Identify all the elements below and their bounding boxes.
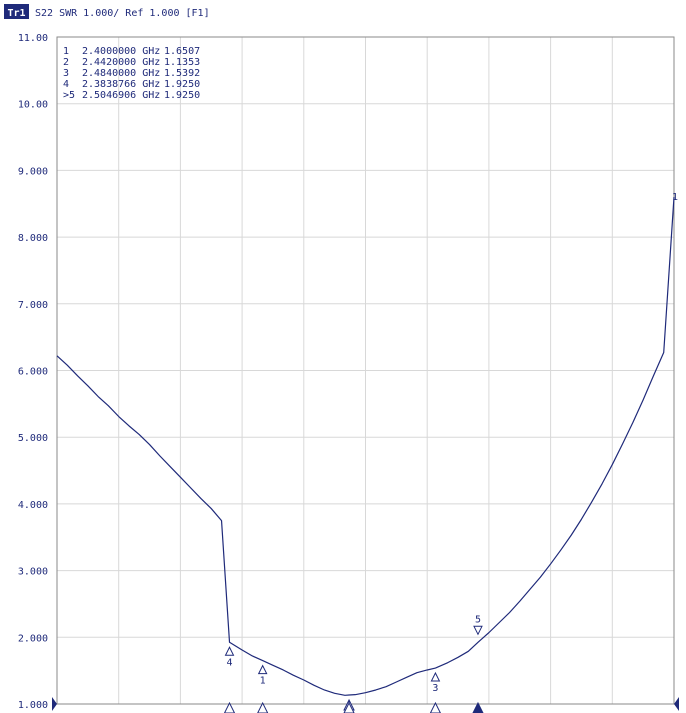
trace-header: Tr1 S22 SWR 1.000/ Ref 1.000 [F1]	[4, 4, 210, 19]
y-tick-label: 7.000	[18, 300, 48, 311]
y-tick-label: 11.00	[18, 33, 48, 44]
marker-list: 1 2.4000000 GHz 1.6507 2 2.4420000 GHz 1.1353…	[63, 46, 200, 101]
y-tick-label: 5.000	[18, 433, 48, 444]
marker-list-value: 1.9250	[164, 90, 200, 101]
trace-end-label: 1	[672, 192, 678, 203]
trace-badge-background	[4, 4, 29, 19]
left-reference-pointer	[52, 697, 57, 711]
trace-header-text: S22 SWR 1.000/ Ref 1.000 [F1]	[35, 8, 210, 19]
marker-3: 3	[430, 671, 441, 694]
marker-list-item: >5 2.5046906 GHz 1.9250	[63, 90, 200, 101]
marker-list-id: 3	[63, 68, 69, 79]
marker-1-symbol	[257, 664, 268, 675]
marker-1: 1	[257, 664, 268, 687]
plot-frame-rect	[56, 36, 675, 705]
grid-layer	[57, 37, 674, 704]
y-tick-label: 1.000	[18, 700, 48, 711]
marker-4-symbol	[224, 646, 235, 656]
marker-list-frequency: 2.4840000 GHz	[82, 68, 160, 79]
y-tick-label: 6.000	[18, 367, 48, 378]
marker-list-value: 1.5392	[164, 68, 200, 79]
marker-5-label: 5	[475, 614, 481, 625]
marker-list-frequency: 2.5046906 GHz	[82, 90, 160, 101]
marker-list-item: 3 2.4840000 GHz 1.5392	[63, 68, 200, 79]
marker-list-id: 4	[63, 79, 69, 90]
marker-4: 4	[224, 646, 235, 668]
bottom-pointers	[52, 697, 679, 713]
y-tick-label: 4.000	[18, 500, 48, 511]
y-tick-label: 8.000	[18, 233, 48, 244]
marker-1-label: 1	[260, 676, 266, 687]
y-tick-label: 3.000	[18, 567, 48, 578]
marker-3-label: 3	[432, 683, 438, 694]
marker-list-id: 1	[63, 46, 69, 57]
marker-5: 5	[473, 614, 483, 636]
trace-layer: 1	[56, 192, 678, 696]
y-axis-labels: 11.00 10.00 9.000 8.000 7.000 6.000 5.000 4.000…	[18, 33, 48, 711]
marker-list-id: >5	[63, 90, 75, 101]
marker-list-item: 4 2.3838766 GHz 1.9250	[63, 79, 200, 90]
marker-list-value: 1.9250	[164, 79, 200, 90]
marker-list-frequency: 2.4000000 GHz	[82, 46, 160, 57]
marker-list-frequency: 2.3838766 GHz	[82, 79, 160, 90]
y-tick-label: 9.000	[18, 166, 48, 177]
marker-list-value: 1.1353	[164, 57, 200, 68]
bottom-pointer	[257, 701, 269, 713]
marker-3-symbol	[430, 671, 441, 682]
swr-trace-line	[56, 197, 675, 696]
marker-list-item: 1 2.4000000 GHz 1.6507	[63, 46, 200, 57]
y-tick-label: 10.00	[18, 100, 48, 111]
right-reference-pointer	[674, 697, 679, 711]
y-tick-label: 2.000	[18, 633, 48, 644]
bottom-pointer-active	[472, 701, 484, 713]
trace-badge: Tr1	[7, 8, 25, 19]
marker-4-label: 4	[227, 657, 233, 668]
marker-5-symbol	[473, 625, 483, 636]
marker-list-item: 2 2.4420000 GHz 1.1353	[63, 57, 200, 68]
marker-list-value: 1.6507	[164, 46, 200, 57]
plot-frame	[56, 36, 675, 705]
bottom-pointer	[343, 701, 355, 713]
marker-list-id: 2	[63, 57, 69, 68]
marker-list-frequency: 2.4420000 GHz	[82, 57, 160, 68]
bottom-pointer	[223, 701, 236, 713]
bottom-pointer	[429, 701, 441, 713]
